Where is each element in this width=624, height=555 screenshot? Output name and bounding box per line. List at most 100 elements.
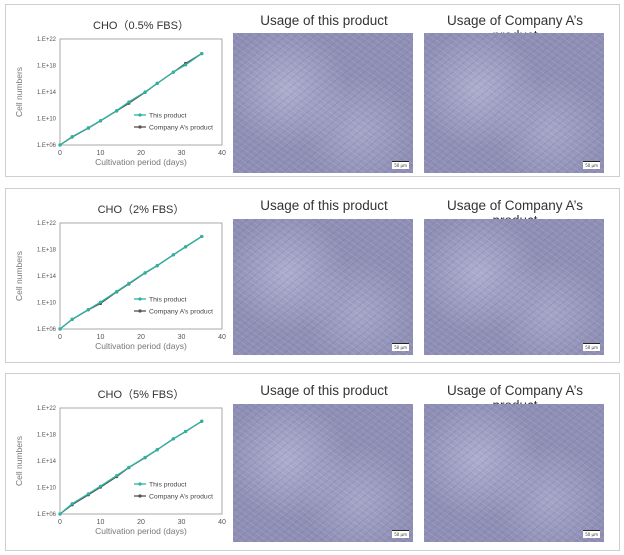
- y-axis-label: Cell numbers: [14, 436, 24, 486]
- plot-frame: [59, 407, 223, 515]
- y-tick-label: 1.E+14: [37, 90, 57, 96]
- x-tick-label: 30: [178, 150, 186, 157]
- data-point-this-product: [183, 429, 188, 434]
- data-point-this-product: [70, 502, 74, 506]
- y-tick-label: 1.E+06: [37, 512, 57, 518]
- legend-label: This product: [149, 482, 187, 489]
- plot-frame: [59, 38, 223, 146]
- x-tick-label: 40: [218, 150, 226, 157]
- y-tick-label: 1.E+22: [37, 221, 57, 227]
- data-point-this-product: [115, 473, 119, 478]
- data-point-this-product: [143, 271, 147, 275]
- data-point-this-product: [70, 317, 74, 321]
- data-point-this-product: [58, 512, 62, 516]
- micrograph-this-product: 50 µm: [233, 404, 413, 542]
- x-tick-label: 30: [178, 334, 186, 341]
- legend-label: This product: [149, 113, 187, 120]
- y-tick-label: 1.E+22: [37, 37, 57, 43]
- legend-label: Company A’s product: [149, 125, 213, 132]
- panel-cho-5: CHO（5% FBS） 1.E+06 1.E+10 1.E+14 1.E+18 1.E+2…: [5, 373, 620, 551]
- data-point-this-product: [171, 70, 175, 74]
- chart: CHO（0.5% FBS） 1.E+06 1.E+10 1.E+14 1.E+18 1.E…: [14, 19, 226, 167]
- y-tick-label: 1.E+18: [37, 248, 57, 254]
- data-point-this-product: [58, 327, 62, 331]
- legend-label: This product: [149, 297, 187, 304]
- scale-bar: 50 µm: [583, 161, 600, 169]
- data-point-this-product: [115, 108, 119, 113]
- plot-frame: [59, 222, 223, 330]
- legend-marker: [138, 309, 142, 313]
- micrograph-this-product: 50 µm: [233, 33, 413, 173]
- x-tick-label: 20: [137, 519, 145, 526]
- y-tick-label: 1.E+06: [37, 143, 57, 149]
- chart-title: CHO（0.5% FBS）: [93, 19, 189, 32]
- legend-marker: [138, 494, 142, 498]
- data-point-this-product: [143, 90, 147, 94]
- y-tick-label: 1.E+18: [37, 433, 57, 439]
- legend-label: Company A’s product: [149, 309, 213, 316]
- x-tick-label: 0: [58, 519, 62, 526]
- micrograph-company-a: 50 µm: [424, 219, 604, 355]
- legend-marker: [138, 125, 142, 129]
- y-tick-label: 1.E+14: [37, 459, 57, 465]
- data-point-this-product: [58, 143, 62, 147]
- y-tick-label: 1.E+10: [37, 117, 57, 123]
- data-point-this-product: [171, 253, 175, 257]
- legend-marker: [138, 113, 142, 117]
- y-tick-label: 1.E+10: [37, 486, 57, 492]
- x-tick-label: 10: [97, 150, 105, 157]
- data-point-this-product: [155, 448, 159, 452]
- data-point-this-product: [86, 126, 90, 130]
- data-point-this-product: [98, 484, 103, 488]
- data-point-this-product: [155, 263, 159, 268]
- data-point-this-product: [155, 81, 159, 85]
- scale-bar: 50 µm: [392, 343, 409, 351]
- data-point-this-product: [183, 245, 188, 249]
- micrograph-company-a: 50 µm: [424, 33, 604, 173]
- data-point-this-product: [200, 51, 204, 56]
- legend-label: Company A’s product: [149, 494, 213, 501]
- x-tick-label: 10: [97, 519, 105, 526]
- legend-marker: [138, 297, 142, 301]
- image-title-this-product: Usage of this product: [260, 198, 388, 213]
- y-axis-label: Cell numbers: [14, 251, 24, 301]
- y-tick-label: 1.E+14: [37, 274, 57, 280]
- image-title-this-product: Usage of this product: [260, 13, 388, 28]
- y-tick-label: 1.E+22: [37, 406, 57, 412]
- data-point-this-product: [98, 300, 103, 304]
- x-tick-label: 20: [137, 334, 145, 341]
- x-tick-label: 10: [97, 334, 105, 341]
- data-point-this-product: [98, 119, 103, 123]
- data-point-this-product: [200, 419, 204, 423]
- panel-cho-0-5: CHO（0.5% FBS） 1.E+06 1.E+10 1.E+14 1.E+18 1.E…: [5, 4, 620, 177]
- x-tick-label: 40: [218, 334, 226, 341]
- x-tick-label: 20: [137, 150, 145, 157]
- data-point-this-product: [86, 307, 90, 312]
- data-point-this-product: [86, 492, 90, 496]
- y-tick-label: 1.E+10: [37, 301, 57, 307]
- data-point-this-product: [127, 465, 131, 469]
- scale-bar: 50 µm: [392, 530, 409, 538]
- micrograph-this-product: 50 µm: [233, 219, 413, 355]
- x-tick-label: 40: [218, 519, 226, 526]
- data-point-this-product: [143, 455, 147, 459]
- scale-bar: 50 µm: [583, 343, 600, 351]
- y-tick-label: 1.E+06: [37, 327, 57, 333]
- x-tick-label: 0: [58, 150, 62, 157]
- x-axis-label: Cultivation period (days): [95, 157, 187, 167]
- data-point-this-product: [70, 135, 74, 139]
- legend-marker: [138, 482, 142, 486]
- y-tick-label: 1.E+18: [37, 64, 57, 70]
- data-point-this-product: [171, 437, 175, 441]
- chart: CHO（2% FBS） 1.E+06 1.E+10 1.E+14 1.E+18 1.E+2…: [14, 203, 226, 351]
- scale-bar: 50 µm: [392, 161, 409, 169]
- x-tick-label: 0: [58, 334, 62, 341]
- panel-cho-2: CHO（2% FBS） 1.E+06 1.E+10 1.E+14 1.E+18 1.E+2…: [5, 188, 620, 363]
- chart-title: CHO（5% FBS）: [98, 388, 185, 401]
- micrograph-company-a: 50 µm: [424, 404, 604, 542]
- image-title-this-product: Usage of this product: [260, 383, 388, 398]
- scale-bar: 50 µm: [583, 530, 600, 538]
- data-point-this-product: [127, 281, 131, 285]
- data-point-this-product: [127, 100, 131, 104]
- x-tick-label: 30: [178, 519, 186, 526]
